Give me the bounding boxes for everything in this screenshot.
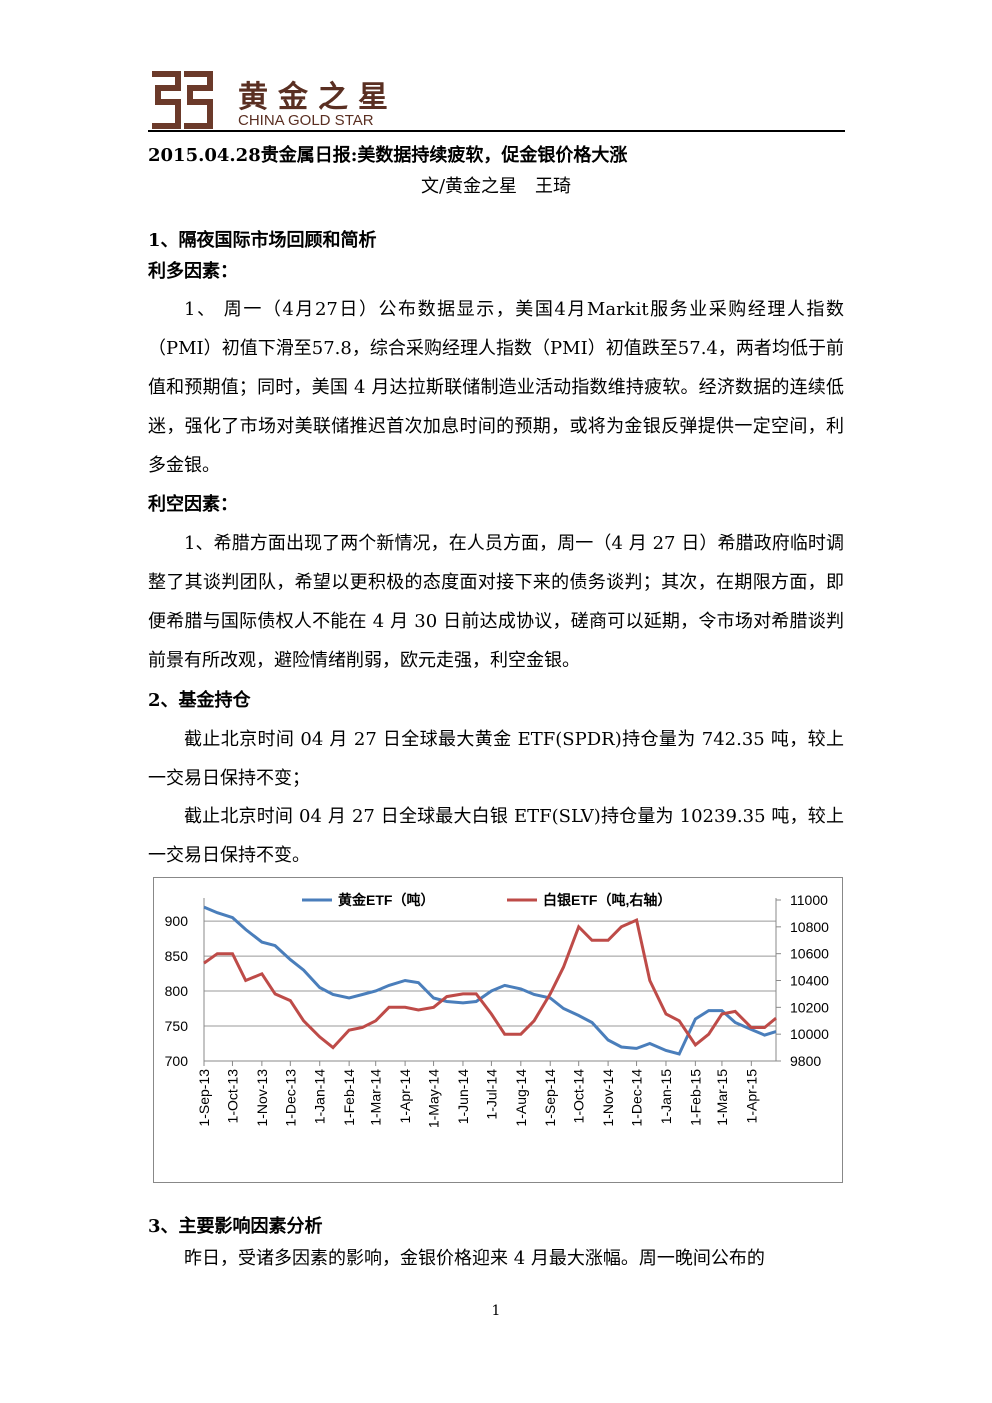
brand-en: CHINA GOLD STAR [238,112,374,129]
x-tick-label: 1-Aug-14 [513,1069,529,1127]
author: 文/黄金之星 王琦 [420,176,572,197]
y-tick-label: 800 [165,983,189,999]
series-line [203,905,777,1056]
heading: 2、基金持仓 [148,690,251,711]
paragraph: 1、 周一（4月27日）公布数据显示，美国4月Markit服务业采购经理人指数（… [148,299,844,476]
x-tick-label: 1-Jul-14 [483,1069,499,1120]
x-tick-label: 1-Oct-13 [224,1069,240,1124]
y2-tick-label: 10200 [790,999,829,1015]
y-tick-label: 850 [165,948,189,964]
x-tick-label: 1-Feb-14 [341,1069,357,1126]
paragraph: 1、希腊方面出现了两个新情况，在人员方面，周一（4 月 27 日）希腊政府临时调… [148,533,844,671]
x-tick-label: 1-May-14 [426,1069,442,1128]
y-tick-label: 750 [165,1018,189,1034]
y2-tick-label: 11000 [790,892,828,908]
x-tick-label: 1-Nov-13 [254,1069,270,1127]
brand: 黄金之星 [238,80,398,115]
paragraph: 昨日，受诸多因素的影响，金银价格迎来 4 月最大涨幅。周一晚间公布的 [184,1248,765,1269]
x-tick-label: 1-Dec-14 [629,1069,645,1127]
x-tick-label: 1-Sep-14 [542,1069,558,1127]
x-tick-label: 1-Oct-14 [571,1069,587,1124]
x-tick-label: 1-Sep-13 [196,1069,212,1127]
x-tick-label: 1-Dec-13 [282,1069,298,1127]
y-tick-label: 700 [165,1053,189,1069]
x-tick-label: 1-Nov-14 [600,1069,616,1127]
heading: 1、隔夜国际市场回顾和简析 [148,230,377,251]
x-tick-label: 1-Mar-14 [368,1069,384,1126]
x-tick-label: 1-Jun-14 [455,1069,471,1124]
page-number: 1 [491,1303,501,1319]
y2-tick-label: 10800 [790,919,829,935]
heading: 3、主要影响因素分析 [148,1216,323,1237]
y2-tick-label: 10600 [790,946,829,962]
series-line [203,917,777,1050]
y-tick-label: 900 [165,913,189,929]
x-tick-label: 1-Apr-14 [397,1069,413,1124]
y2-tick-label: 10000 [790,1026,829,1042]
x-tick-label: 1-Feb-15 [687,1069,703,1126]
y2-tick-label: 9800 [790,1053,821,1069]
x-tick-label: 1-Mar-15 [714,1069,730,1126]
x-tick-label: 1-Apr-15 [743,1069,759,1124]
paragraph: 截止北京时间 04 月 27 日全球最大黄金 ETF(SPDR)持仓量为 742… [148,729,844,789]
title: 2015.04.28贵金属日报:美数据持续疲软，促金银价格大涨 [148,145,628,166]
logo [152,71,213,129]
legend-label: 黄金ETF（吨） [338,892,434,908]
header-rule [148,130,845,132]
legend-label: 白银ETF（吨,右轴） [543,892,671,908]
y2-tick-label: 10400 [790,973,829,989]
x-tick-label: 1-Jan-14 [312,1069,328,1124]
subheading: 利空因素： [148,494,238,515]
x-tick-label: 1-Jan-15 [658,1069,674,1124]
chart: 700 750 800 850 900 9800 10000 10200 10400 10600 1… [153,877,843,1183]
paragraph: 截止北京时间 04 月 27 日全球最大白银 ETF(SLV)持仓量为 1023… [148,806,844,866]
subheading: 利多因素： [148,261,238,282]
